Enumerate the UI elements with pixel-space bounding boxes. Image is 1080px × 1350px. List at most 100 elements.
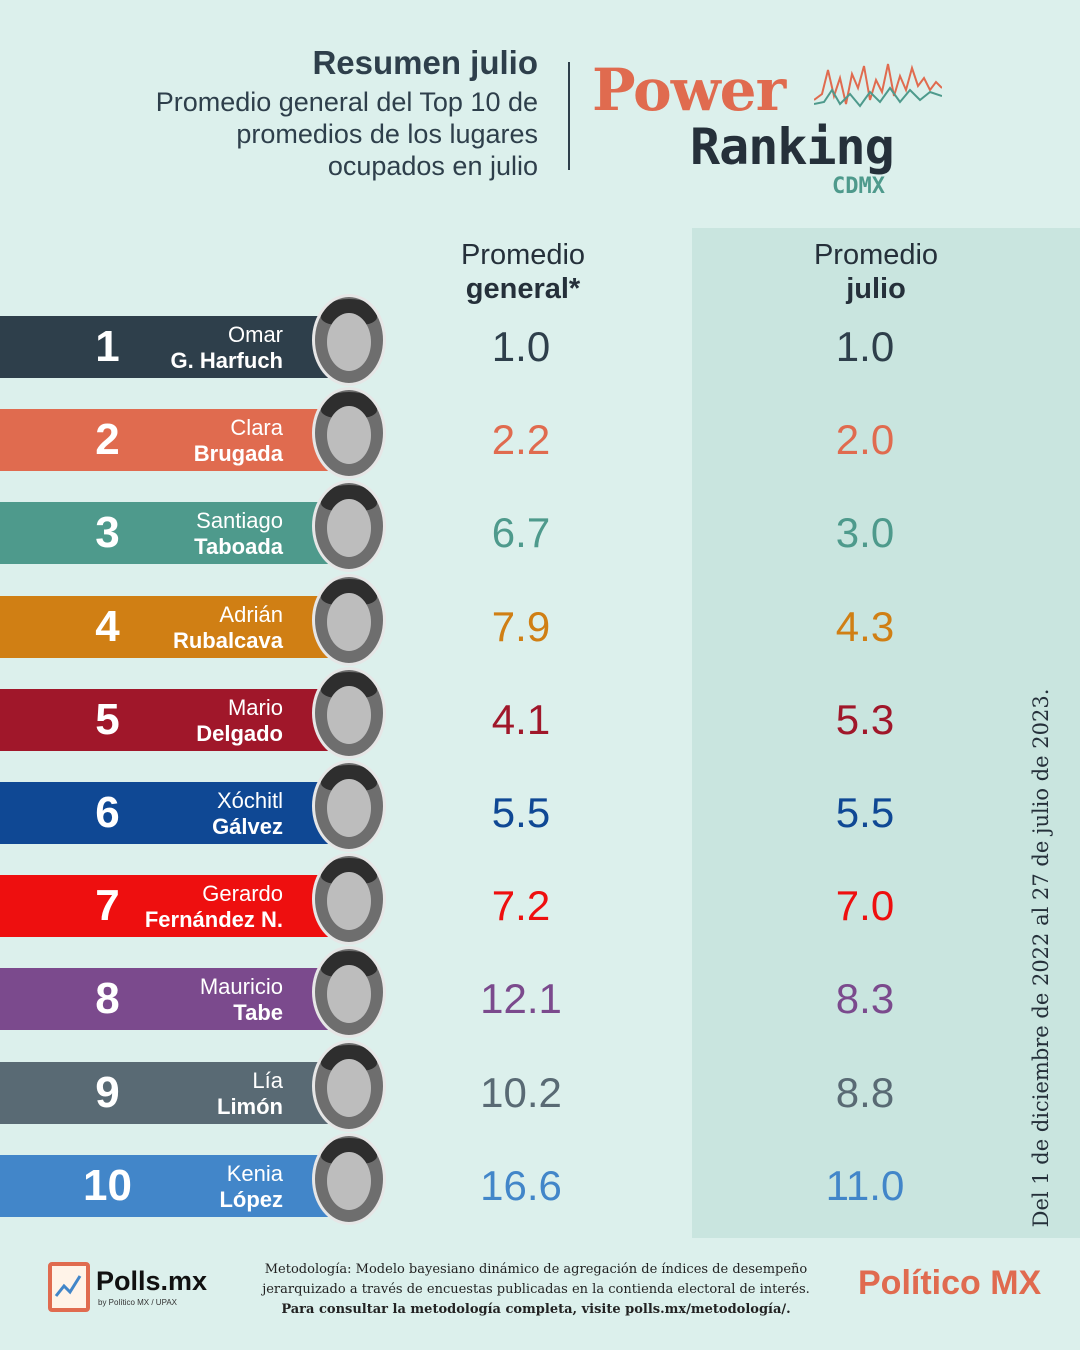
candidate-last-name: Tabe [233,1000,283,1026]
polls-logo: Polls.mx by Político MX / UPAX [48,1262,223,1318]
ranking-row: 3 Santiago Taboada 6.7 3.0 [0,480,1080,573]
general-average-value: 4.1 [491,695,551,743]
ranking-row: 2 Clara Brugada 2.2 2.0 [0,387,1080,480]
general-average-value: 5.5 [491,789,551,836]
polls-chart-icon [48,1262,90,1312]
candidate-photo [312,1132,386,1225]
rank-number: 6 [95,788,120,837]
ranking-row: 10 Kenia López 16.6 11.0 [0,1132,1080,1225]
candidate-photo [312,946,386,1039]
general-average-value: 7.9 [491,602,551,650]
ranking-row: 6 Xóchitl Gálvez 5.5 5.5 [0,760,1080,852]
candidate-name: Gerardo Fernández N. [145,881,283,933]
rank-bar [0,1061,335,1124]
polls-name: Polls.mx [96,1266,208,1296]
candidate-photo [312,387,386,480]
ranking-row: 5 Mario Delgado 4.1 5.3 [0,666,1080,759]
polls-by: by Político MX / UPAX [98,1298,177,1307]
candidate-name: Mauricio Tabe [200,974,283,1026]
general-average-value: 2.2 [491,416,551,464]
rank-number: 2 [95,415,120,465]
subtitle-line-1: Promedio general del Top 10 de [155,87,538,117]
general-average-value: 6.7 [491,509,551,557]
ranking-row: 9 Lía Limón 10.2 8.8 [0,1039,1080,1132]
rank-number: 9 [95,1067,120,1117]
methodology-note: Metodología: Modelo bayesiano dinámico d… [236,1260,836,1320]
methodology-line-2: jerarquizado a través de encuestas publi… [262,1282,810,1297]
rank-number: 5 [95,694,120,744]
rank-bar [0,1154,335,1217]
candidate-last-name: López [219,1186,283,1212]
general-average-value: 16.6 [480,1161,562,1209]
julio-average-value: 1.0 [835,323,895,370]
candidate-last-name: Delgado [196,720,283,746]
julio-average-value: 8.3 [835,975,895,1023]
general-average-value: 7.2 [491,882,551,930]
candidate-photo [312,573,386,666]
methodology-line-3: Para consultar la metodología completa, … [236,1300,836,1320]
ranking-row: 7 Gerardo Fernández N. 7.2 7.0 [0,853,1080,946]
methodology-link-text: Para consultar la metodología completa, … [281,1302,791,1317]
rank-bar [0,688,335,751]
column-header-general-line2: general* [465,273,581,305]
rank-bar [0,595,335,658]
ranking-row: 1 Omar G. Harfuch 1.0 1.0 [0,294,1080,386]
candidate-photo [312,853,386,946]
candidate-name: Adrián Rubalcava [173,602,283,654]
column-header-julio: Promedio julio [746,238,1006,306]
rank-bar [0,782,335,844]
general-average-value: 10.2 [480,1068,562,1116]
candidate-name: Lía Limón [217,1068,283,1120]
rank-number: 10 [83,1160,132,1210]
rank-number: 7 [95,881,120,931]
julio-average-value: 11.0 [825,1161,905,1209]
rank-bar [0,409,335,472]
candidate-first-name: Mauricio [199,974,283,1000]
julio-column-panel [692,228,1080,1238]
candidate-first-name: Clara [230,415,283,441]
column-header-general-line1: Promedio [460,239,586,271]
rank-number: 1 [95,322,120,371]
subtitle-line-2: promedios de los lugares [236,119,538,149]
candidate-name: Kenia López [219,1161,283,1213]
subtitle-line-3: ocupados en julio [327,151,538,181]
candidate-last-name: Gálvez [212,814,283,839]
candidate-first-name: Santiago [196,508,283,534]
column-header-general: Promedio general* [393,238,653,306]
candidate-last-name: Fernández N. [144,907,283,933]
candidate-first-name: Xóchitl [216,788,283,813]
rank-bar [0,968,335,1031]
candidate-first-name: Kenia [226,1160,283,1186]
column-header-julio-line2: julio [846,273,906,305]
julio-average-value: 5.3 [835,695,895,743]
power-ranking-logo: Power Ranking CDMX [592,56,942,206]
rank-number: 8 [95,974,120,1024]
header-text: Resumen julio Promedio general del Top 1… [98,44,538,182]
candidate-first-name: Omar [228,322,283,347]
candidate-last-name: G. Harfuch [170,348,283,373]
candidate-last-name: Taboada [194,534,283,560]
candidate-last-name: Limón [217,1093,283,1119]
candidate-last-name: Brugada [193,441,283,467]
logo-ranking-text: Ranking [690,118,895,176]
julio-average-value: 3.0 [835,509,895,557]
candidate-name: Xóchitl Gálvez [212,788,283,840]
politico-mx-logo: Político MX [858,1264,1042,1302]
general-average-value: 1.0 [491,323,551,370]
candidate-first-name: Gerardo [202,881,283,907]
julio-average-value: 4.3 [835,602,895,650]
candidate-last-name: Rubalcava [172,627,283,653]
column-header-julio-line1: Promedio [813,239,939,271]
rank-bar [0,875,335,938]
rank-number: 4 [95,601,120,651]
candidate-photo [312,760,386,852]
julio-average-value: 8.8 [835,1068,895,1116]
header-divider [568,62,570,170]
rank-bar [0,502,335,565]
candidate-photo [312,1039,386,1132]
logo-cdmx-text: CDMX [832,174,885,199]
candidate-first-name: Mario [227,694,283,720]
julio-average-value: 7.0 [835,882,895,930]
candidate-name: Clara Brugada [194,415,283,467]
candidate-photo [312,294,386,386]
